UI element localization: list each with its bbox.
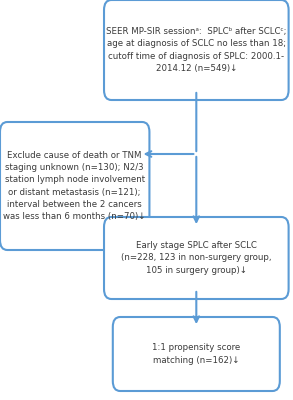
FancyBboxPatch shape: [104, 0, 289, 100]
Text: Early stage SPLC after SCLC
(n=228, 123 in non-surgery group,
105 in surgery gro: Early stage SPLC after SCLC (n=228, 123 …: [121, 241, 272, 275]
Text: 1:1 propensity score
matching (n=162)↓: 1:1 propensity score matching (n=162)↓: [152, 344, 241, 364]
FancyBboxPatch shape: [0, 122, 149, 250]
Text: SEER MP-SIR sessionᵃ:  SPLCᵇ after SCLCᶜ;
age at diagnosis of SCLC no less than : SEER MP-SIR sessionᵃ: SPLCᵇ after SCLCᶜ;…: [106, 27, 287, 73]
Text: Exclude cause of death or TNM
staging unknown (n=130); N2/3
station lymph node i: Exclude cause of death or TNM staging un…: [4, 151, 146, 221]
FancyBboxPatch shape: [113, 317, 280, 391]
FancyBboxPatch shape: [104, 217, 289, 299]
